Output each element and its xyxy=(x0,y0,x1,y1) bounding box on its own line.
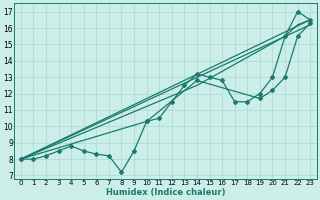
X-axis label: Humidex (Indice chaleur): Humidex (Indice chaleur) xyxy=(106,188,225,197)
